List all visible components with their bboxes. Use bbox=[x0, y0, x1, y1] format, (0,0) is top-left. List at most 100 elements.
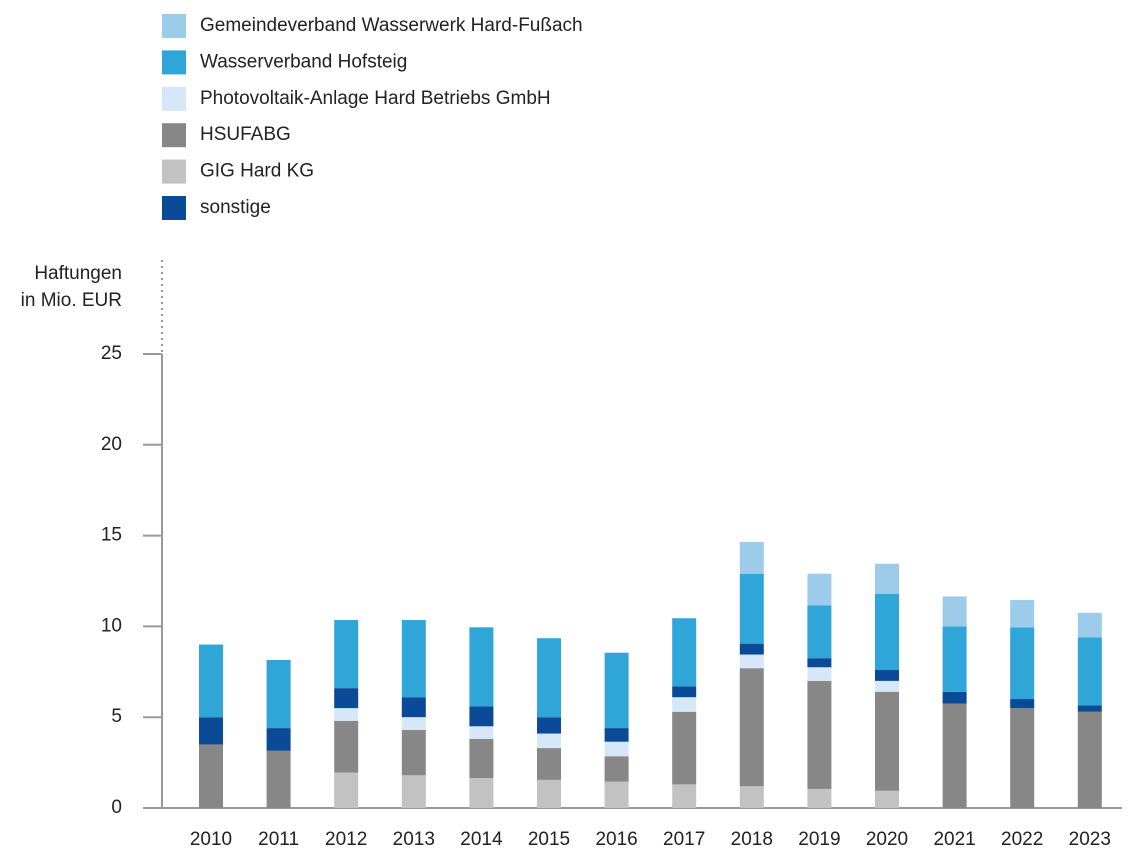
x-tick-label: 2017 bbox=[663, 829, 705, 850]
bar-segment bbox=[875, 790, 899, 808]
y-tick-label: 5 bbox=[111, 706, 122, 727]
legend-swatch bbox=[162, 159, 186, 184]
bar-segment bbox=[807, 658, 832, 668]
bar-segment bbox=[604, 728, 629, 742]
bar-segment bbox=[604, 741, 629, 757]
bar-segment bbox=[739, 668, 764, 787]
bar-segment bbox=[942, 626, 967, 692]
bar-segment bbox=[672, 618, 697, 687]
x-tick-label: 2021 bbox=[933, 829, 975, 850]
bar-segment bbox=[942, 596, 967, 627]
bar-segment bbox=[672, 697, 697, 712]
x-tick-label: 2019 bbox=[798, 829, 840, 850]
legend-label: Gemeindeverband Wasserwerk Hard-Fußach bbox=[200, 15, 583, 36]
bar-segment bbox=[469, 778, 494, 808]
x-tick-label: 2018 bbox=[731, 829, 773, 850]
bar-segment bbox=[334, 688, 359, 709]
legend-label: HSUFABG bbox=[200, 124, 291, 145]
x-tick-label: 2016 bbox=[595, 829, 637, 850]
bar-segment bbox=[334, 620, 359, 689]
y-tick-label: 0 bbox=[111, 797, 122, 818]
bar-segment bbox=[807, 788, 832, 808]
bar-segment bbox=[807, 573, 832, 606]
y-tick-label: 20 bbox=[101, 434, 122, 455]
bar-segment bbox=[334, 772, 359, 808]
bar-segment bbox=[1010, 627, 1035, 700]
bar-segment bbox=[469, 726, 494, 739]
bar-segment bbox=[469, 706, 494, 727]
bar-segment bbox=[739, 786, 764, 808]
bar-segment bbox=[604, 652, 629, 729]
legend-label: Wasserverband Hofsteig bbox=[200, 51, 407, 72]
bar-segment bbox=[537, 748, 561, 780]
bar-segment bbox=[875, 563, 899, 594]
y-axis-label: Haftungen bbox=[34, 263, 122, 284]
bar-segment bbox=[807, 667, 832, 681]
legend-swatch bbox=[162, 14, 186, 38]
y-tick-label: 25 bbox=[101, 343, 122, 364]
bar-segment bbox=[266, 750, 291, 808]
bar-segment bbox=[1077, 711, 1102, 808]
x-tick-label: 2011 bbox=[258, 829, 299, 850]
x-tick-label: 2020 bbox=[866, 829, 908, 850]
bar-segment bbox=[807, 605, 832, 659]
bar-segment bbox=[1077, 705, 1102, 712]
legend-label: Photovoltaik-Anlage Hard Betriebs GmbH bbox=[200, 88, 551, 109]
bar-segment bbox=[1010, 600, 1035, 628]
bar-segment bbox=[266, 659, 291, 729]
bar-segment bbox=[334, 720, 359, 773]
bar-segment bbox=[942, 703, 967, 808]
legend-label: GIG Hard KG bbox=[200, 161, 314, 182]
bar-segment bbox=[1077, 637, 1102, 706]
bar-segment bbox=[739, 643, 764, 655]
bar-segment bbox=[266, 728, 291, 751]
bar-segment bbox=[875, 669, 899, 681]
y-tick-label: 15 bbox=[101, 525, 122, 546]
bar-segment bbox=[401, 697, 426, 718]
bar-segment bbox=[537, 733, 561, 749]
x-tick-label: 2023 bbox=[1069, 829, 1111, 850]
y-tick-label: 10 bbox=[101, 615, 122, 636]
bar-segment bbox=[537, 638, 561, 718]
bar-segment bbox=[604, 756, 629, 782]
bar-segment bbox=[401, 775, 426, 808]
bar-segment bbox=[672, 686, 697, 698]
x-tick-label: 2012 bbox=[325, 829, 367, 850]
legend-swatch bbox=[162, 196, 186, 220]
bar-segment bbox=[334, 708, 359, 721]
bar-segment bbox=[875, 680, 899, 692]
bar-segment bbox=[199, 717, 223, 745]
legend-swatch bbox=[162, 86, 186, 111]
bar-segment bbox=[199, 644, 223, 718]
y-axis-label: in Mio. EUR bbox=[21, 290, 122, 311]
bar-segment bbox=[199, 744, 223, 808]
bar-segment bbox=[469, 627, 494, 707]
bar-segment bbox=[739, 654, 764, 669]
bar-segment bbox=[672, 784, 697, 808]
bar-segment bbox=[401, 717, 426, 730]
x-tick-label: 2015 bbox=[528, 829, 570, 850]
legend-swatch bbox=[162, 50, 186, 75]
bar-segment bbox=[875, 593, 899, 670]
x-tick-label: 2013 bbox=[393, 829, 435, 850]
bar-segment bbox=[942, 691, 967, 704]
bar-segment bbox=[604, 781, 629, 808]
x-tick-label: 2010 bbox=[190, 829, 232, 850]
bar-segment bbox=[1077, 612, 1102, 638]
x-tick-label: 2014 bbox=[460, 829, 503, 850]
bar-segment bbox=[739, 573, 764, 644]
legend-label: sonstige bbox=[200, 197, 271, 218]
bar-segment bbox=[807, 680, 832, 789]
bar-segment bbox=[537, 779, 561, 808]
bar-segment bbox=[875, 691, 899, 791]
bar-segment bbox=[401, 620, 426, 698]
bar-segment bbox=[537, 717, 561, 734]
bar-segment bbox=[1010, 708, 1035, 808]
x-tick-label: 2022 bbox=[1001, 829, 1043, 850]
bar-segment bbox=[469, 738, 494, 779]
bar-segment bbox=[739, 541, 764, 574]
bar-segment bbox=[672, 711, 697, 785]
bar-segment bbox=[401, 729, 426, 776]
bar-segment bbox=[1010, 699, 1035, 709]
